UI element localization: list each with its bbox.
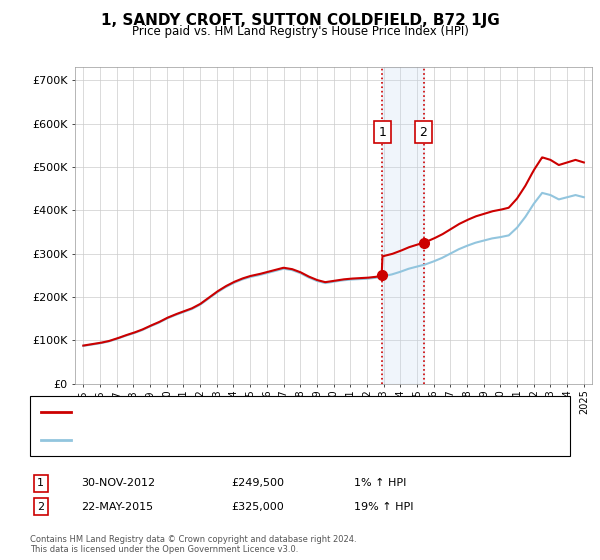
Text: Price paid vs. HM Land Registry's House Price Index (HPI): Price paid vs. HM Land Registry's House … [131, 25, 469, 38]
Text: 30-NOV-2012: 30-NOV-2012 [81, 478, 155, 488]
Text: 2: 2 [37, 502, 44, 512]
Text: 1: 1 [379, 125, 386, 139]
Bar [382, 67, 424, 384]
Text: 22-MAY-2015: 22-MAY-2015 [81, 502, 153, 512]
Text: 2: 2 [419, 125, 427, 139]
Text: Contains HM Land Registry data © Crown copyright and database right 2024.
This d: Contains HM Land Registry data © Crown c… [30, 535, 356, 554]
Text: 1: 1 [37, 478, 44, 488]
Text: 1, SANDY CROFT, SUTTON COLDFIELD, B72 1JG: 1, SANDY CROFT, SUTTON COLDFIELD, B72 1J… [101, 13, 499, 28]
Text: 1, SANDY CROFT, SUTTON COLDFIELD, B72 1JG (detached house): 1, SANDY CROFT, SUTTON COLDFIELD, B72 1J… [77, 407, 417, 417]
Text: £249,500: £249,500 [231, 478, 284, 488]
Text: HPI: Average price, detached house, Birmingham: HPI: Average price, detached house, Birm… [77, 435, 334, 445]
Text: 1% ↑ HPI: 1% ↑ HPI [354, 478, 406, 488]
Text: 19% ↑ HPI: 19% ↑ HPI [354, 502, 413, 512]
Text: £325,000: £325,000 [231, 502, 284, 512]
